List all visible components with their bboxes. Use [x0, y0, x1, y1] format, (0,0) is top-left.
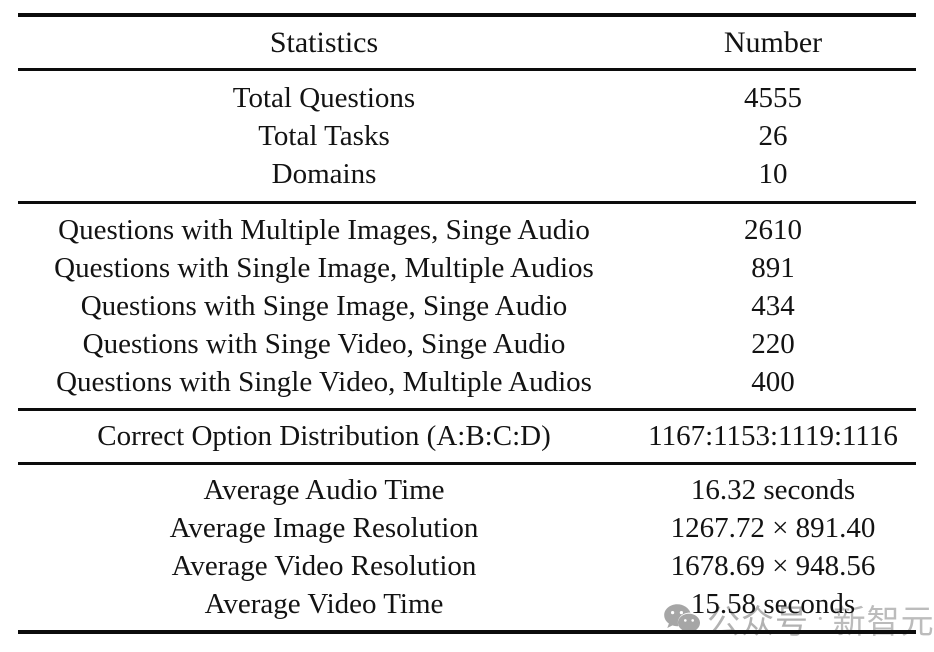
section-divider-rule	[18, 408, 916, 411]
stat-label: Average Video Resolution	[171, 549, 477, 582]
table-row: Questions with Singe Image, Singe Audio …	[18, 287, 916, 325]
table-row: Total Questions 4555	[18, 79, 916, 117]
stat-value: 434	[751, 289, 795, 322]
stat-value: 4555	[744, 81, 802, 114]
stat-label: Questions with Singe Image, Singe Audio	[80, 289, 568, 322]
stat-label: Questions with Multiple Images, Singe Au…	[58, 213, 590, 246]
table-row: Correct Option Distribution (A:B:C:D) 11…	[18, 417, 916, 455]
stat-label: Total Questions	[232, 81, 416, 114]
stat-value: 400	[751, 365, 795, 398]
stat-label: Correct Option Distribution (A:B:C:D)	[97, 419, 551, 452]
stat-value: 1267.72 × 891.40	[670, 511, 876, 544]
stat-value: 891	[751, 251, 795, 284]
table-row: Questions with Single Video, Multiple Au…	[18, 363, 916, 401]
table-bottom-rule	[18, 630, 916, 634]
table-row: Average Image Resolution 1267.72 × 891.4…	[18, 509, 916, 547]
stat-label: Questions with Single Image, Multiple Au…	[54, 251, 594, 284]
stat-label: Questions with Single Video, Multiple Au…	[56, 365, 592, 398]
section-option-distribution: Correct Option Distribution (A:B:C:D) 11…	[18, 411, 916, 462]
table-row: Average Video Resolution 1678.69 × 948.5…	[18, 547, 916, 585]
table-row: Questions with Singe Video, Singe Audio …	[18, 325, 916, 363]
stat-value: 15.58 seconds	[690, 587, 856, 620]
stat-label: Average Image Resolution	[169, 511, 479, 544]
statistics-table: Statistics Number Total Questions 4555 T…	[18, 13, 916, 634]
table-header-row: Statistics Number	[18, 17, 916, 68]
section-divider-rule	[18, 462, 916, 465]
table-row: Domains 10	[18, 155, 916, 193]
table-row: Average Video Time 15.58 seconds	[18, 585, 916, 623]
table-top-rule	[18, 13, 916, 17]
table-row: Average Audio Time 16.32 seconds	[18, 471, 916, 509]
stat-value: 16.32 seconds	[690, 473, 856, 506]
stat-label: Average Audio Time	[203, 473, 445, 506]
stat-value: 1678.69 × 948.56	[670, 549, 876, 582]
section-modalities: Questions with Multiple Images, Singe Au…	[18, 204, 916, 408]
watermark-separator: ·	[816, 604, 826, 633]
section-divider-rule	[18, 201, 916, 204]
stat-value: 2610	[744, 213, 802, 246]
stat-label: Domains	[271, 157, 377, 190]
stat-value: 10	[758, 157, 788, 190]
watermark-account-label: 公众号	[707, 605, 809, 641]
stat-value: 26	[758, 119, 788, 152]
stat-value: 1167:1153:1119:1116	[648, 419, 898, 452]
column-header-statistics: Statistics	[269, 25, 379, 59]
section-averages: Average Audio Time 16.32 seconds Average…	[18, 465, 916, 630]
stat-label: Average Video Time	[204, 587, 444, 620]
section-totals: Total Questions 4555 Total Tasks 26 Doma…	[18, 71, 916, 201]
stat-value: 220	[751, 327, 795, 360]
table-row: Questions with Multiple Images, Singe Au…	[18, 211, 916, 249]
watermark-brand: 新智元	[832, 605, 934, 641]
table-row: Total Tasks 26	[18, 117, 916, 155]
stat-label: Total Tasks	[258, 119, 390, 152]
wechat-icon	[663, 602, 701, 637]
stat-label: Questions with Singe Video, Singe Audio	[82, 327, 566, 360]
watermark: 公众号 · 新智元	[663, 595, 934, 643]
table-row: Questions with Single Image, Multiple Au…	[18, 249, 916, 287]
column-header-number: Number	[723, 25, 823, 59]
header-divider-rule	[18, 68, 916, 71]
